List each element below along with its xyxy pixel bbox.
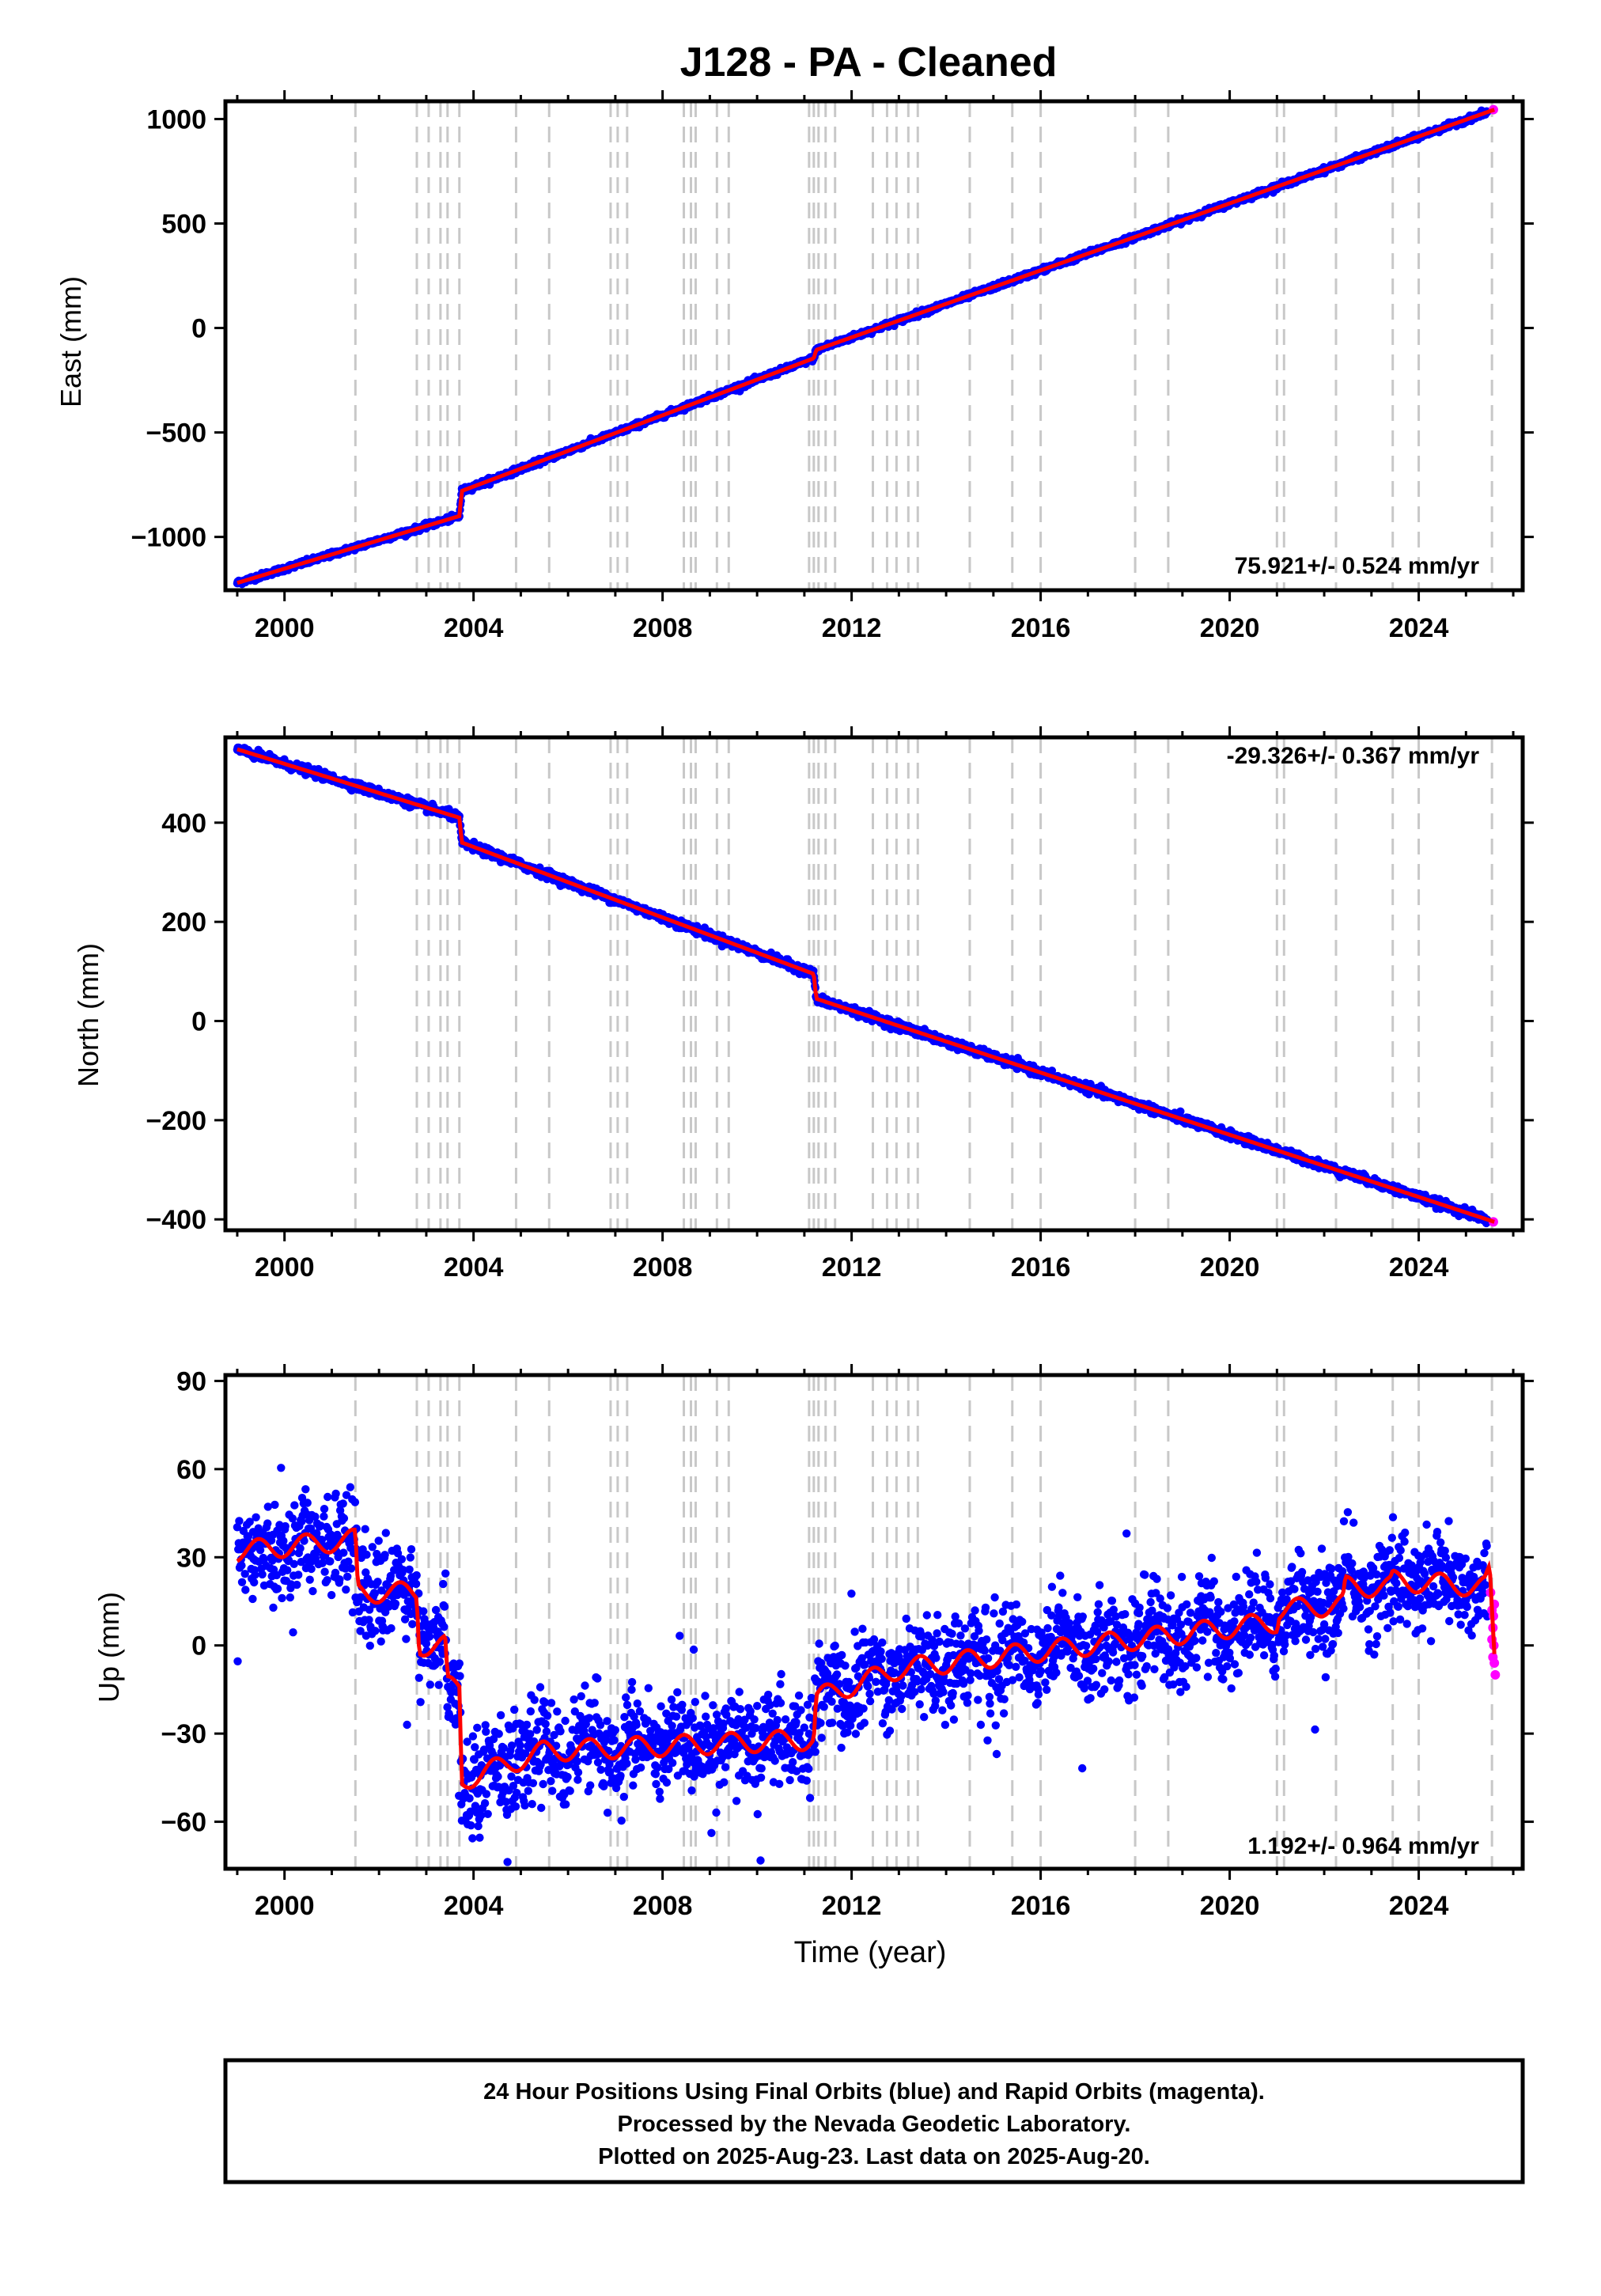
east-x-tick-label: 2020 [1200, 613, 1260, 643]
east-frame [223, 99, 1525, 593]
north-final-orbit-point [1176, 1107, 1185, 1116]
north-panel: 2000 2004 2008 2012 2016 2020 20244002000−200−… [146, 726, 1534, 1283]
east-x-tick-label: 2008 [633, 613, 693, 643]
east-x-tick-label: 2004 [444, 613, 504, 643]
east-y-tick-label: 0 [191, 314, 206, 344]
chart-title: J128 - PA - Cleaned [680, 40, 1058, 85]
east-panel: 2000 2004 2008 2012 2016 2020 2024 1000 500 0 −500… [131, 90, 1534, 643]
east-y-ticks: 1000 500 0 −500 −1000 [131, 104, 1534, 553]
east-y-tick-label: −1000 [131, 523, 207, 553]
east-x-tick-label: 2012 [822, 613, 882, 643]
east-y-tick-label: 1000 [146, 104, 206, 135]
north-plot-area [233, 743, 1498, 1228]
east-rate-label: 75.921+/- 0.524 mm/yr [1235, 553, 1480, 579]
north-event-lines [354, 737, 1493, 1230]
east-y-tick-label: −500 [146, 419, 206, 449]
east-x-ticks: 2000 2004 2008 2012 2016 2020 2024 [236, 90, 1515, 643]
east-x-tick-label: 2016 [1011, 613, 1071, 643]
east-x-tick-label: 2000 [255, 613, 315, 643]
east-plot-area [233, 104, 1498, 589]
east-y-tick-label: 500 [161, 210, 206, 240]
east-model-fit-line [237, 108, 1495, 585]
east-x-tick-label: 2024 [1389, 613, 1449, 643]
